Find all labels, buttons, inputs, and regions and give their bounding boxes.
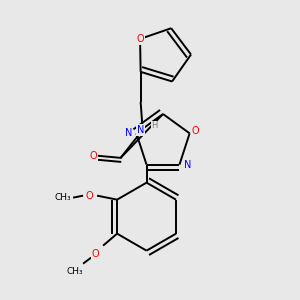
Text: H: H — [152, 122, 158, 130]
Text: O: O — [85, 191, 93, 201]
Text: CH₃: CH₃ — [55, 193, 71, 202]
Text: O: O — [136, 34, 144, 44]
Text: O: O — [90, 151, 98, 161]
Text: N: N — [125, 128, 132, 138]
Text: N: N — [184, 160, 191, 170]
Text: O: O — [192, 126, 200, 136]
Text: N: N — [137, 125, 144, 135]
Text: O: O — [91, 249, 99, 259]
Text: CH₃: CH₃ — [67, 267, 83, 276]
